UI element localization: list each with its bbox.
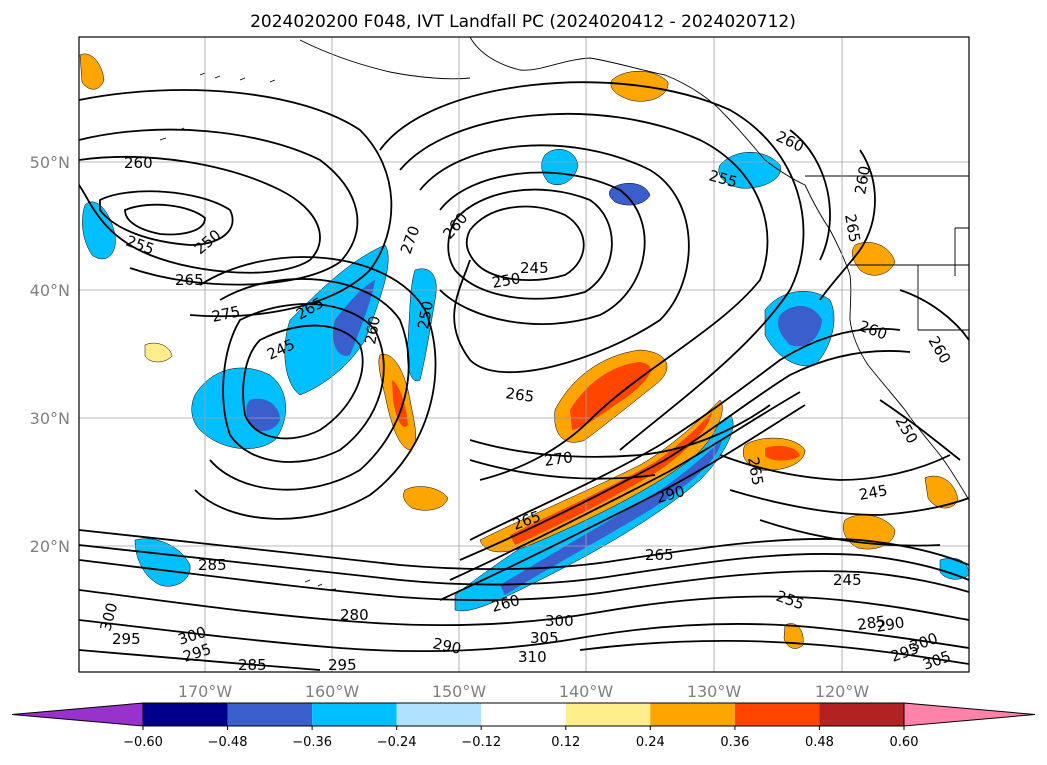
coastline-alaska (469, 37, 806, 186)
contour-label: 275 (210, 302, 242, 326)
pos-anomaly-central-mid (570, 362, 651, 430)
colorbar-frame (142, 702, 905, 727)
neg-anomaly-gulf (541, 149, 579, 186)
colorbar-tick-label: 0.24 (636, 735, 665, 750)
coastline-bc (804, 184, 851, 276)
height-contours (79, 81, 969, 671)
colorbar-tick-label: 0.12 (551, 735, 580, 750)
lon-label-120w: 120°W (815, 682, 870, 701)
neg-anomaly-far-west (82, 201, 116, 260)
lon-label-160w: 160°W (305, 682, 360, 701)
neg-anomaly-gulf-east (609, 183, 651, 206)
pos-anomaly-nw-coast (852, 242, 896, 276)
coastlines (159, 37, 969, 591)
coastline-pnw (849, 274, 906, 411)
lat-label-20n: 20°N (30, 537, 70, 556)
contour-label: 265 (744, 456, 767, 487)
lon-label-140w: 140°W (559, 682, 614, 701)
contour-label: 295 (112, 630, 141, 648)
colorbar-segment (481, 703, 566, 726)
lat-label-50n: 50°N (30, 153, 70, 172)
contour-label: 285 (856, 612, 887, 634)
lon-label-170w: 170°W (178, 682, 233, 701)
colorbar-tick-label: −0.48 (208, 735, 248, 750)
colorbar-segment (819, 703, 904, 726)
contour-label: 260 (124, 154, 153, 172)
contour-label: 285 (238, 656, 267, 674)
pos-anomaly-sw (144, 342, 173, 363)
colorbar-segment (227, 703, 313, 726)
colorbar-segment (565, 703, 651, 726)
neg-anomaly-alaska (718, 152, 781, 189)
neg-anomaly-west-core (246, 398, 280, 432)
pos-anomaly-subtropic (403, 486, 449, 511)
colorbar-tick-label: 0.60 (890, 735, 919, 750)
pos-anomaly-band-core (510, 412, 712, 545)
colorbar: −0.60 −0.48 −0.36 −0.24 −0.12 0.12 0.24 0.36 0.4… (11, 702, 1036, 750)
contour-label: 295 (328, 656, 357, 674)
contour-label: 245 (833, 571, 862, 589)
map-border (78, 36, 970, 673)
colorbar-segment (650, 703, 735, 726)
neg-anomaly-band-north-core (332, 280, 375, 356)
pos-anomaly-northwest (79, 53, 105, 90)
coastline-baja (904, 409, 969, 501)
contour-label: 265 (841, 213, 864, 244)
gridlines (79, 37, 969, 672)
contour-label: 260 (361, 314, 384, 345)
contour-label: 250 (491, 269, 522, 292)
contour-label: 250 (414, 299, 437, 330)
colorbar-tick-label: −0.36 (292, 735, 332, 750)
contour-label: 245 (520, 259, 549, 277)
pos-anomaly-east-far (924, 475, 959, 509)
figure-title: 2024020200 F048, IVT Landfall PC (202402… (250, 12, 796, 32)
pos-anomaly-east-core (765, 445, 800, 461)
contour-label: 290 (875, 613, 906, 636)
contour-label: 280 (340, 606, 369, 624)
contour-label: 310 (518, 648, 547, 666)
colorbar-tick-label: 0.48 (805, 735, 834, 750)
contour-label: 270 (543, 448, 574, 470)
colorbar-tick-label: −0.60 (123, 735, 163, 750)
neg-anomaly-california-core (778, 305, 822, 347)
colorbar-tick-label: −0.24 (377, 735, 417, 750)
contour-label: 290 (431, 634, 463, 658)
lon-label-150w: 150°W (432, 682, 487, 701)
lon-label-130w: 130°W (687, 682, 742, 701)
latitude-labels: 50°N 40°N 30°N 20°N (30, 153, 70, 556)
contour-label: 305 (530, 629, 559, 647)
contour-label: 285 (198, 556, 227, 574)
lat-label-30n: 30°N (30, 409, 70, 428)
colorbar-tick-label: 0.36 (720, 735, 749, 750)
longitude-labels: 170°W 160°W 150°W 140°W 130°W 120°W (178, 682, 870, 701)
neg-anomaly-subtropical-core (500, 440, 722, 595)
coastline-aleutians (299, 39, 471, 80)
ivt-shading (79, 53, 969, 649)
contour-label: 265 (645, 546, 674, 564)
contour-label: 260 (851, 164, 874, 195)
contour-label: 265 (175, 271, 204, 289)
coastline-islands (159, 72, 276, 141)
colorbar-tick-label: −0.12 (461, 735, 501, 750)
pos-anomaly-streak-core (392, 380, 408, 427)
colorbar-segment (734, 703, 820, 726)
contour-label: 265 (504, 384, 535, 406)
lat-label-40n: 40°N (30, 281, 70, 300)
colorbar-segment (143, 703, 228, 726)
contour-label: 245 (858, 481, 889, 504)
colorbar-extend-min (11, 702, 144, 727)
colorbar-segment (312, 703, 397, 726)
pos-anomaly-band (479, 399, 723, 553)
contour-label: 300 (545, 612, 574, 630)
colorbar-extend-max (903, 702, 1036, 727)
map-panel: 260 255 250 265 275 265 245 270 250 260 … (78, 36, 970, 674)
colorbar-segment (396, 703, 482, 726)
